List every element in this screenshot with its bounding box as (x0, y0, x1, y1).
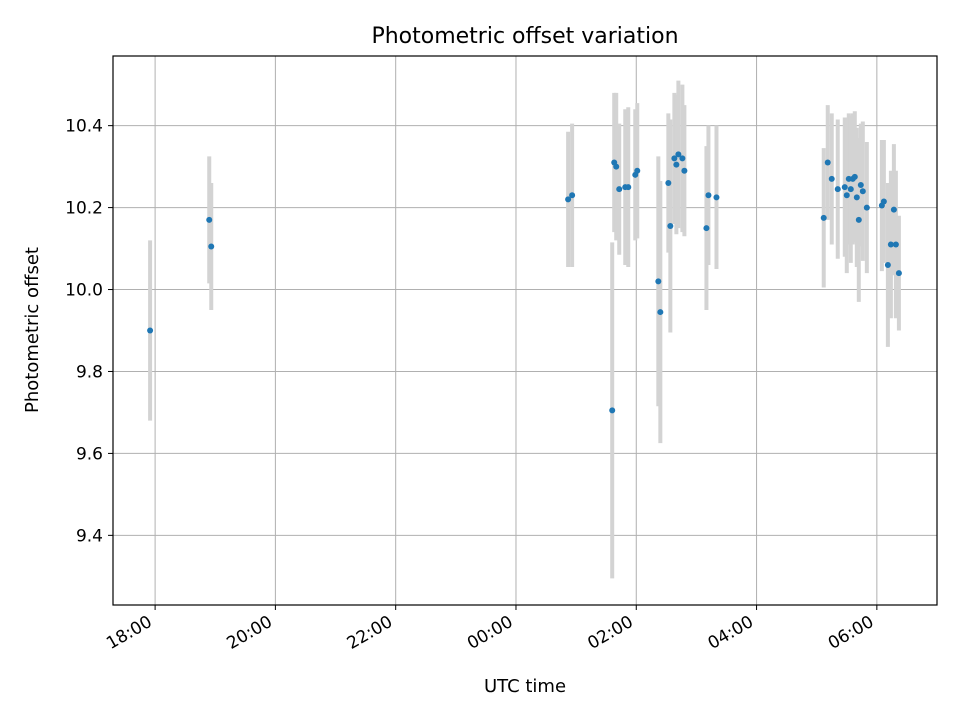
data-point (890, 206, 897, 213)
data-point (675, 151, 682, 158)
data-point (705, 192, 712, 199)
data-point (841, 184, 848, 191)
data-point (843, 192, 850, 199)
data-point (655, 278, 662, 285)
data-point (679, 155, 686, 162)
plot-frame (112, 55, 938, 606)
data-point (616, 186, 623, 193)
x-axis-label: UTC time (484, 676, 566, 697)
grid (113, 56, 937, 605)
chart-title: Photometric offset variation (371, 24, 678, 49)
data-point (713, 194, 720, 201)
data-point (857, 182, 864, 189)
data-point (634, 167, 641, 174)
data-point (673, 161, 680, 168)
data-point (892, 241, 899, 248)
data-point (665, 180, 672, 187)
data-point (147, 327, 154, 334)
y-axis-label: Photometric offset (22, 247, 43, 413)
y-tick-label: 9.8 (76, 362, 103, 382)
data-point (853, 194, 860, 201)
data-point (206, 216, 213, 223)
data-point (671, 155, 678, 162)
y-tick-label: 10.0 (65, 281, 103, 301)
data-point (887, 241, 894, 248)
data-point (681, 167, 688, 174)
data-point (609, 407, 616, 414)
data-point (847, 186, 854, 193)
data-point (208, 243, 215, 250)
data-point (884, 261, 891, 268)
data-point (824, 159, 831, 166)
data-point (820, 214, 827, 221)
data-point (851, 173, 858, 180)
data-point (834, 186, 841, 193)
data-point (625, 184, 632, 191)
data-points (147, 151, 902, 414)
data-point (667, 223, 674, 230)
y-tick-label: 9.6 (76, 444, 103, 464)
data-point (613, 163, 620, 170)
data-point (657, 309, 664, 316)
y-tick-label: 10.2 (65, 199, 103, 219)
y-tick-label: 10.4 (65, 117, 103, 137)
data-point (895, 270, 902, 277)
data-point (880, 198, 887, 205)
data-point (855, 216, 862, 223)
data-point (828, 175, 835, 182)
data-point (859, 188, 866, 195)
data-point (703, 225, 710, 232)
y-tick-label: 9.4 (76, 526, 103, 546)
data-point (569, 192, 576, 199)
data-point (863, 204, 870, 211)
data-point (565, 196, 572, 203)
